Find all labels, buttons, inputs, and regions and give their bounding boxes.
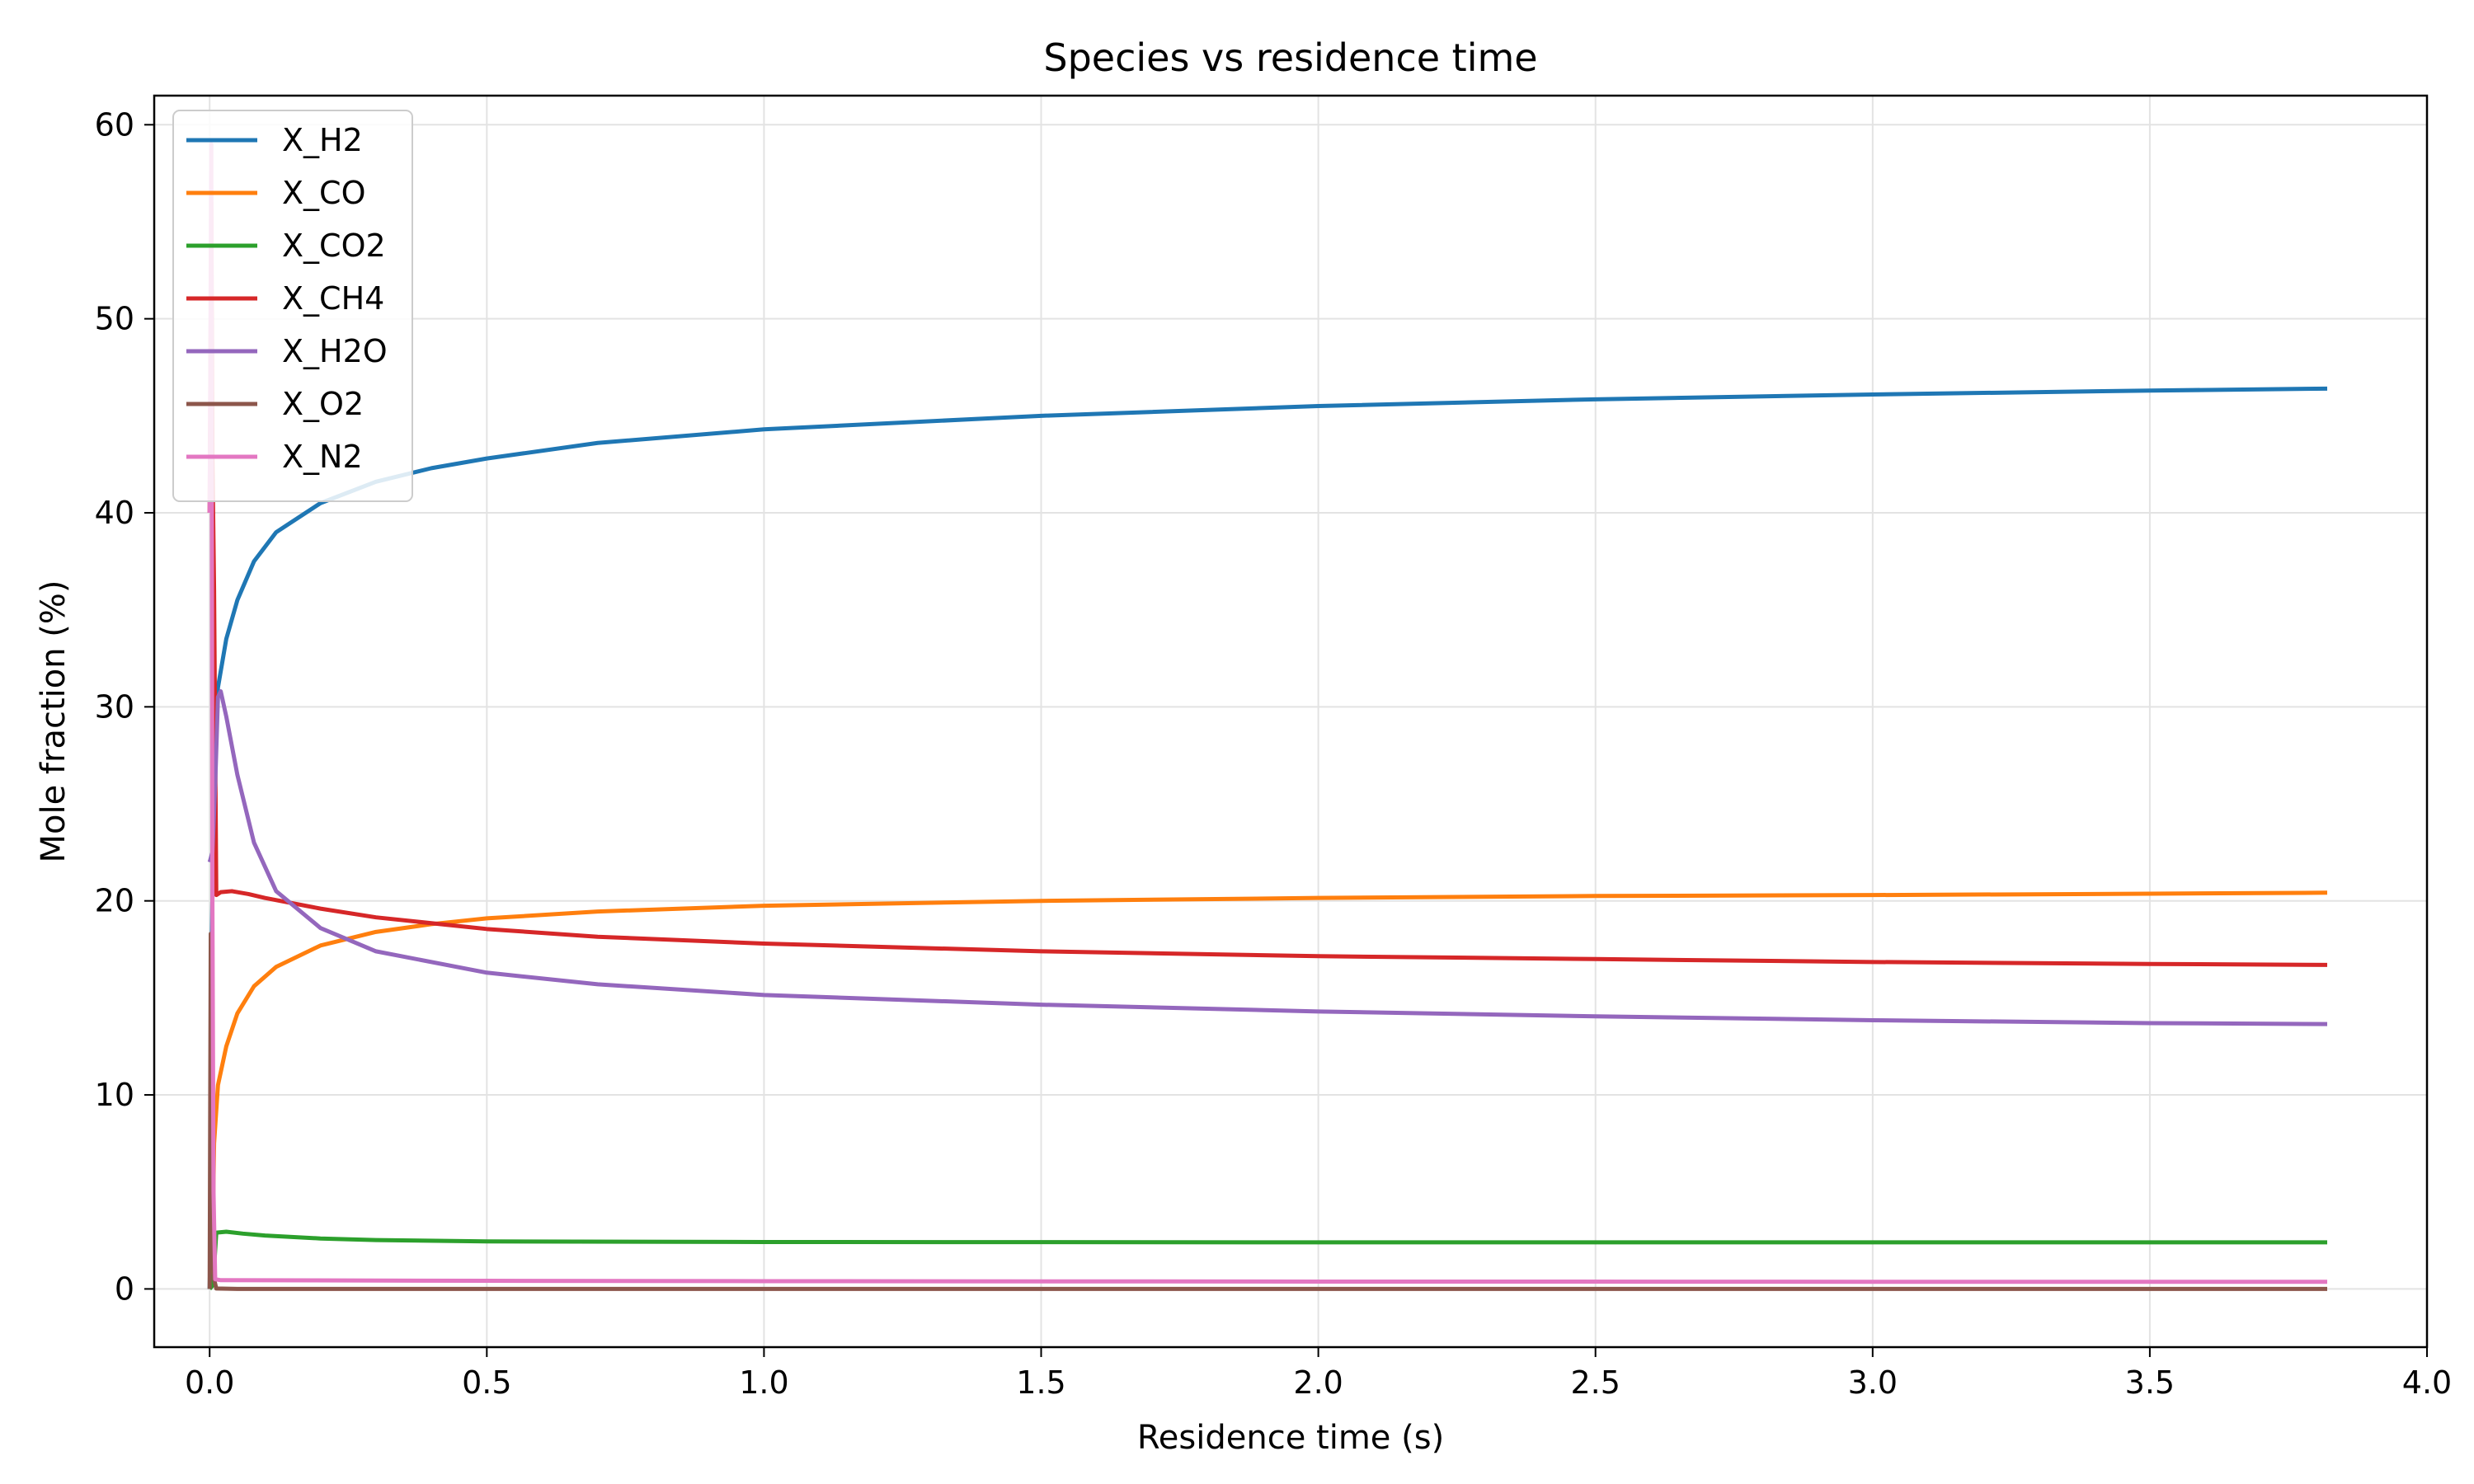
plot-frame <box>153 94 2429 1349</box>
y-axis-label: Mole fraction (%) <box>35 580 73 862</box>
series-line-x-ch4 <box>207 200 2328 967</box>
legend-label-x-h2: X_H2 <box>282 122 363 158</box>
x-tick-label: 0.5 <box>462 1364 511 1401</box>
x-tick-label: 1.5 <box>1016 1364 1065 1401</box>
legend-label-x-n2: X_N2 <box>282 439 363 475</box>
series-line-x-co <box>207 890 2328 1290</box>
x-tick-label: 1.0 <box>739 1364 788 1401</box>
legend-label-x-ch4: X_CH4 <box>282 280 384 317</box>
x-tick-label: 0.0 <box>185 1364 234 1401</box>
series-lines <box>207 142 2328 1291</box>
y-tick-label: 30 <box>95 688 134 725</box>
y-tick-label: 40 <box>95 495 134 531</box>
x-tick-label: 2.5 <box>1570 1364 1620 1401</box>
y-tick-label: 0 <box>115 1270 134 1307</box>
legend-label-x-co2: X_CO2 <box>282 228 386 264</box>
legend: X_H2 X_CO X_CO2 X_CH4 X_H2O X_O2 X_N2 <box>172 110 413 502</box>
y-tick-label: 60 <box>95 106 134 143</box>
axis-ticks: 0.0 0.5 1.0 1.5 2.0 2.5 3.0 3.5 4.0 0 10 20 30 40 50 60 <box>95 106 2453 1401</box>
x-tick-label: 3.5 <box>2125 1364 2175 1401</box>
y-tick-label: 50 <box>95 301 134 337</box>
series-line-x-n2 <box>207 142 2327 1284</box>
legend-label-x-co: X_CO <box>282 175 365 211</box>
y-tick-label: 10 <box>95 1077 134 1113</box>
series-line-x-h2o <box>207 689 2328 1026</box>
x-tick-label: 3.0 <box>1848 1364 1898 1401</box>
y-tick-label: 20 <box>95 883 134 919</box>
x-axis-label: Residence time (s) <box>1137 1419 1444 1457</box>
x-tick-label: 4.0 <box>2402 1364 2452 1401</box>
legend-label-x-h2o: X_H2O <box>282 333 388 369</box>
legend-label-x-o2: X_O2 <box>282 386 364 422</box>
chart-title: Species vs residence time <box>1043 35 1537 80</box>
x-tick-label: 2.0 <box>1293 1364 1343 1401</box>
